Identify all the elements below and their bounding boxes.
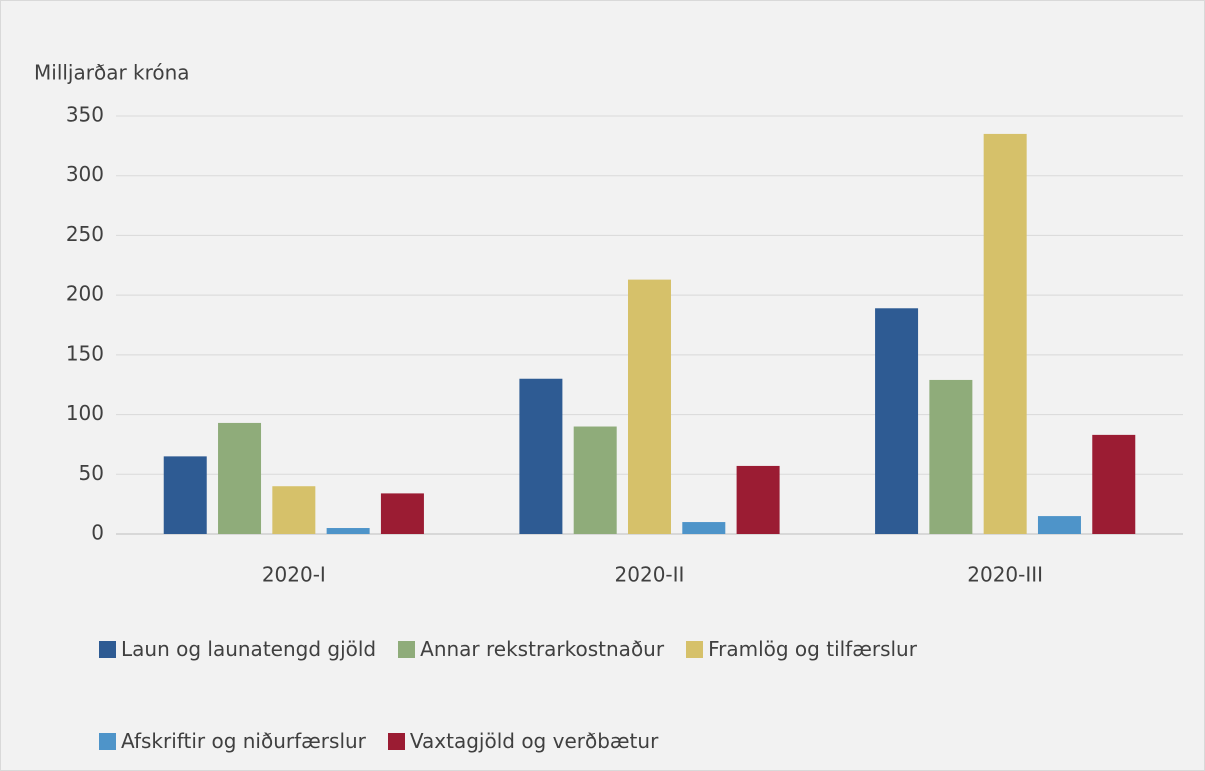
legend-swatch xyxy=(99,640,116,658)
legend-label: Vaxtagjöld og verðbætur xyxy=(409,729,659,753)
x-tick-label: 2020-II xyxy=(615,563,685,587)
bar xyxy=(326,528,370,534)
y-tick-label: 250 xyxy=(66,222,104,246)
bar xyxy=(272,486,316,534)
bar xyxy=(519,378,563,534)
bar xyxy=(929,379,973,534)
bar xyxy=(573,426,617,534)
bar xyxy=(736,465,780,534)
y-tick-label: 150 xyxy=(66,341,104,365)
legend-item: Afskriftir og niðurfærslur xyxy=(99,729,366,753)
legend-item: Laun og launatengd gjöld xyxy=(99,637,376,661)
y-tick-label: 350 xyxy=(66,103,104,127)
legend-label: Framlög og tilfærslur xyxy=(708,637,917,661)
y-tick-label: 200 xyxy=(66,282,104,306)
legend-label: Afskriftir og niðurfærslur xyxy=(121,729,366,753)
bar xyxy=(1037,516,1081,534)
bar xyxy=(218,422,262,534)
bar xyxy=(875,308,919,534)
bar xyxy=(380,493,424,534)
bar xyxy=(163,456,207,534)
legend-label: Laun og launatengd gjöld xyxy=(121,637,377,661)
legend-swatch xyxy=(686,640,704,658)
legend-item: Framlög og tilfærslur xyxy=(686,637,917,661)
legend-item: Annar rekstrarkostnaður xyxy=(398,637,664,661)
y-tick-label: 0 xyxy=(91,521,104,545)
bar xyxy=(1092,434,1136,534)
legend: Laun og launatengd gjöld Annar rekstrarko… xyxy=(99,637,1099,753)
x-tick-label: 2020-I xyxy=(262,563,326,587)
axis-title: Milljarðar króna xyxy=(34,61,190,85)
y-tick-label: 50 xyxy=(79,461,104,485)
legend-item: Vaxtagjöld og verðbætur xyxy=(387,729,659,753)
bar xyxy=(682,522,726,534)
x-tick-label: 2020-III xyxy=(967,563,1043,587)
legend-swatch xyxy=(387,732,405,750)
y-tick-label: 300 xyxy=(66,162,104,186)
y-tick-label: 100 xyxy=(66,401,104,425)
legend-label: Annar rekstrarkostnaður xyxy=(420,637,665,661)
bar xyxy=(983,133,1027,534)
bar xyxy=(628,279,671,534)
legend-swatch xyxy=(99,732,116,750)
legend-swatch xyxy=(398,640,416,658)
